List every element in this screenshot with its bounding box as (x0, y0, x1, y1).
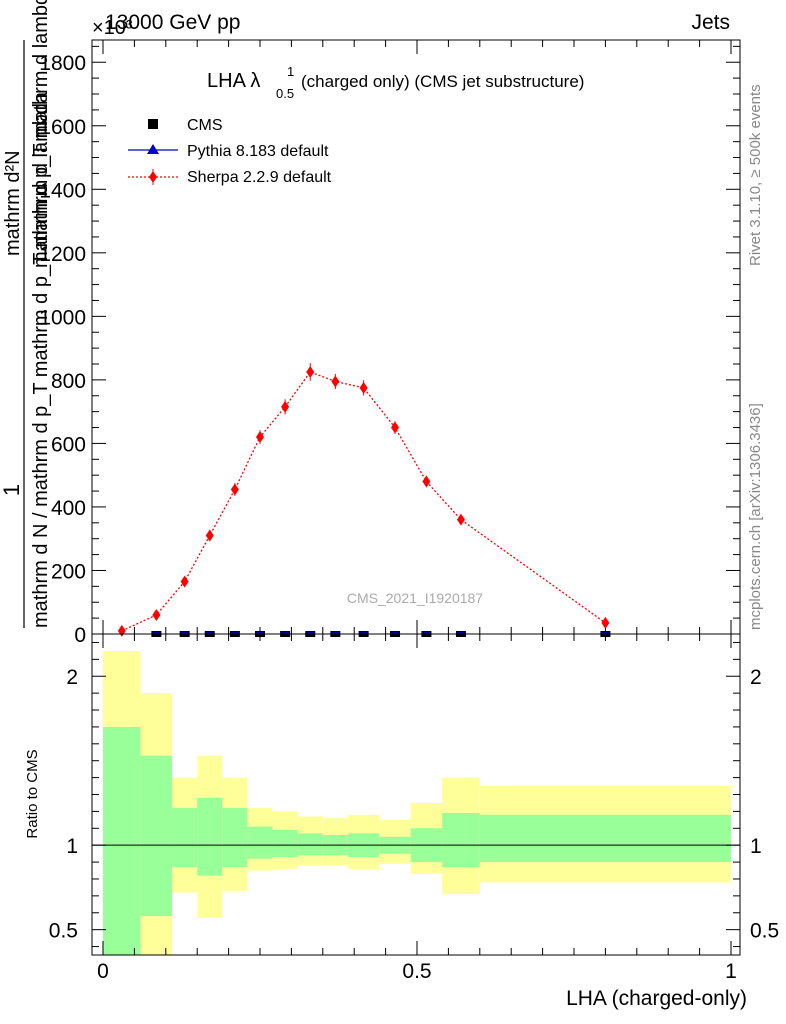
sherpa-point (359, 381, 368, 394)
legend-sherpa-marker (149, 171, 157, 183)
ratio-band-green (103, 726, 141, 955)
header-energy: 13000 GeV pp (105, 11, 240, 34)
sherpa-point (256, 431, 264, 444)
ratio-panel: 0.5 0.5 1 1 2 2 0 0.5 1 Ratio to CMS LHA (charge… (24, 633, 779, 1010)
main-ytick-label: 600 (51, 433, 86, 456)
legend-sherpa-label: Sherpa 2.2.9 default (187, 169, 332, 186)
ratio-band-green (479, 814, 731, 863)
legend: CMS Pythia 8.183 default Sherpa 2.2.9 de… (128, 117, 332, 186)
sherpa-point (391, 421, 400, 434)
plot-title: LHA λ (207, 70, 260, 92)
sherpa-point (331, 375, 340, 388)
ratio-frame (91, 633, 741, 956)
ratio-band-green (172, 808, 198, 868)
ratio-ytick-label-right: 2 (750, 666, 762, 689)
ratio-band-green (297, 833, 323, 856)
header-exponent: ×10³ (92, 17, 133, 39)
header-process: Jets (691, 11, 730, 34)
rivet-label: Rivet 3.1.10, ≥ 500k events (747, 84, 764, 266)
main-ytick-label: 0 (74, 624, 86, 647)
sherpa-point (281, 400, 290, 413)
ratio-bands (103, 650, 731, 955)
watermark: CMS_2021_I1920187 (347, 590, 483, 606)
ratio-ytick-label: 1 (66, 835, 78, 858)
sherpa-point (601, 616, 610, 629)
legend-pythia-label: Pythia 8.183 default (187, 143, 329, 160)
ylabel-denominator: mathrm d N / mathrm d p_T mathrm d p_T m… (30, 91, 52, 628)
sherpa-point (205, 529, 214, 542)
main-axis-ticks: 0 200 400 600 800 1000 1200 1400 1600 1800 (39, 40, 740, 647)
main-ytick-label: 1000 (39, 306, 86, 329)
plot-title-sub: 0.5 (276, 86, 294, 101)
legend-pythia-marker (147, 144, 159, 154)
ratio-band-green (197, 797, 223, 876)
ratio-axis-ticks: 0.5 0.5 1 1 2 2 0 0.5 1 (49, 634, 779, 983)
ratio-ytick-label-right: 0.5 (750, 920, 779, 943)
legend-cms-label: CMS (187, 117, 223, 134)
sherpa-point (230, 483, 239, 496)
main-ytick-label: 1600 (39, 116, 86, 139)
plot-title-sup: 1 (287, 64, 294, 79)
ratio-band-green (442, 813, 480, 868)
main-ytick-label: 400 (51, 497, 86, 520)
sherpa-point (422, 475, 431, 488)
main-ytick-label: 800 (51, 370, 86, 393)
watermark-group: CMS_2021_I1920187 (347, 590, 483, 606)
main-ytick-label: 1200 (39, 243, 86, 266)
main-ytick-label: 1400 (39, 179, 86, 202)
sherpa-point (117, 624, 126, 637)
sherpa-point (306, 365, 315, 378)
ratio-xtick-label: 1 (725, 960, 737, 983)
ratio-band-green (140, 755, 173, 917)
plot-title-main: LHA λ (207, 70, 260, 92)
ratio-ytick-label-right: 1 (750, 835, 762, 858)
legend-cms-marker (148, 119, 158, 129)
ratio-band-green (222, 808, 248, 868)
sherpa-point (180, 575, 189, 588)
ratio-ytick-label: 2 (66, 666, 78, 689)
mcplots-label: mcplots.cern.ch [arXiv:1306.3436] (747, 403, 764, 630)
ylabel-numerator: mathrm d²N (2, 150, 24, 256)
ratio-band-green (247, 826, 273, 859)
ylabel-one: 1 (0, 484, 24, 496)
sherpa-point (456, 513, 465, 526)
ratio-xtick-label: 0 (97, 960, 109, 983)
main-panel: 0 200 400 600 800 1000 1200 1400 1600 1800 CMS_20… (0, 0, 741, 647)
ratio-ytick-label: 0.5 (49, 920, 78, 943)
ratio-ylabel: Ratio to CMS (24, 749, 41, 838)
x-axis-label: LHA (charged-only) (566, 987, 747, 1010)
ratio-band-green (272, 829, 298, 858)
sherpa-point (152, 608, 161, 621)
ratio-xtick-label: 0.5 (402, 960, 431, 983)
plot-title-rest: (charged only) (CMS jet substructure) (301, 72, 584, 91)
main-ytick-label: 200 (51, 560, 86, 583)
ylabel-den-sub: mathrm d p_T mathrm d lambda (30, 0, 52, 268)
sherpa-line (121, 371, 606, 632)
main-ytick-label: 1800 (39, 52, 86, 75)
main-ylabel: 1 mathrm d N / mathrm d p_T mathrm d p_T… (0, 0, 52, 628)
